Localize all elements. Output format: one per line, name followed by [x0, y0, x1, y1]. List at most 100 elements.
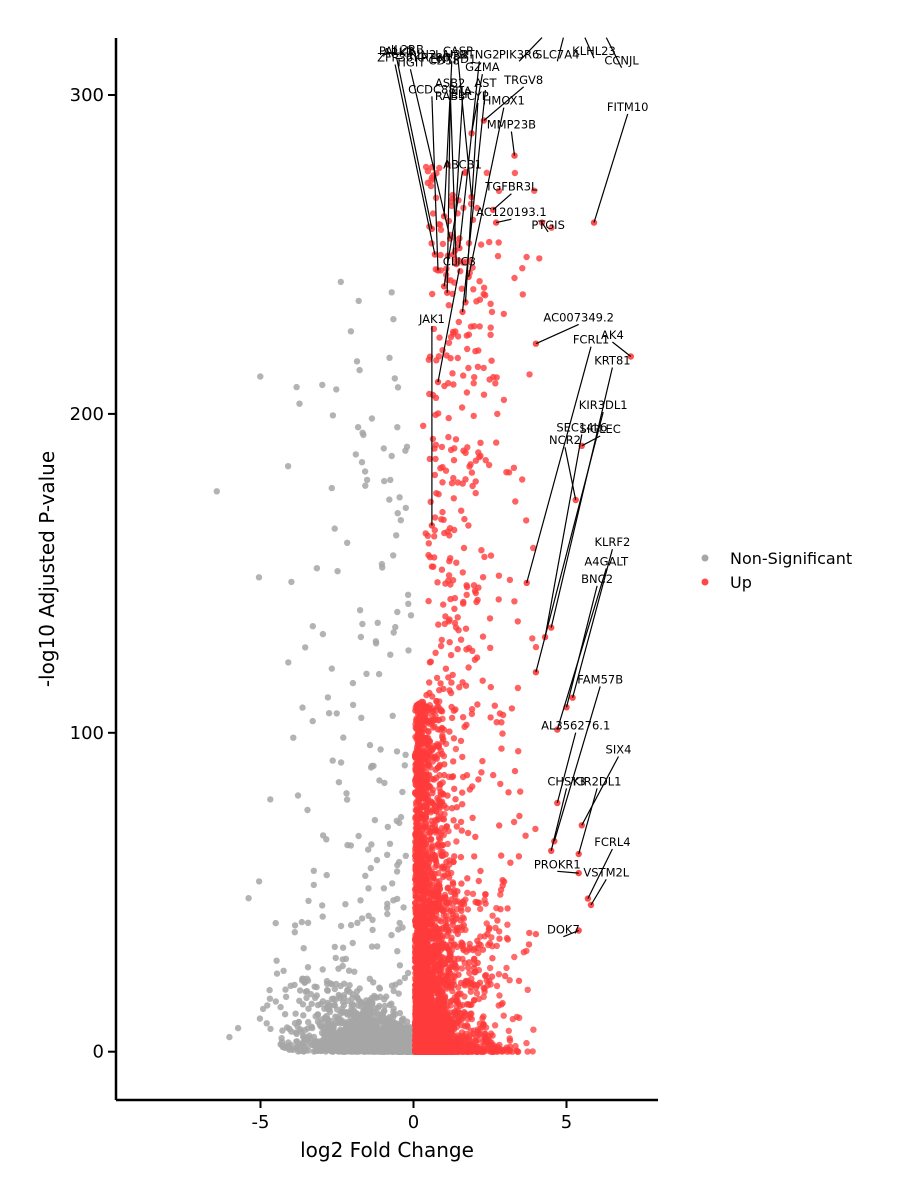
non-significant-point: [365, 1010, 373, 1017]
non-significant-point: [213, 488, 220, 495]
non-significant-point: [296, 1047, 303, 1055]
up-point: [421, 786, 429, 793]
non-significant-point: [360, 1015, 368, 1023]
non-significant-point: [351, 968, 358, 975]
non-significant-point: [328, 484, 335, 492]
up-point: [416, 878, 423, 885]
non-significant-point: [401, 762, 408, 769]
non-significant-point: [357, 633, 365, 641]
non-significant-point: [349, 701, 357, 709]
non-significant-point: [395, 926, 402, 933]
non-significant-point: [284, 463, 292, 470]
non-significant-point: [391, 1038, 398, 1045]
up-point: [426, 718, 433, 725]
non-significant-point: [255, 574, 263, 581]
non-significant-point: [394, 424, 401, 431]
non-significant-point: [321, 1005, 328, 1012]
non-significant-point: [266, 986, 273, 994]
up-point: [414, 923, 421, 930]
non-significant-point: [402, 447, 409, 454]
up-point: [412, 899, 419, 907]
non-significant-point: [313, 983, 320, 991]
non-significant-point: [305, 1005, 312, 1012]
non-significant-point: [339, 956, 346, 963]
non-significant-point: [288, 578, 295, 586]
non-significant-point: [402, 504, 409, 512]
non-significant-point: [326, 1001, 333, 1008]
non-significant-point: [291, 929, 298, 936]
non-significant-point: [335, 1048, 342, 1055]
non-significant-point: [394, 384, 402, 391]
up-point: [427, 836, 435, 843]
non-significant-point: [371, 1048, 378, 1055]
non-significant-point: [376, 1047, 383, 1055]
non-significant-point: [333, 386, 340, 393]
non-significant-point: [278, 1035, 285, 1042]
non-significant-point: [353, 1045, 361, 1052]
non-significant-point: [357, 897, 364, 904]
non-significant-point: [357, 1038, 364, 1045]
non-significant-point: [293, 1030, 300, 1038]
non-significant-point: [279, 1027, 286, 1034]
non-significant-point: [360, 431, 367, 439]
non-significant-point: [380, 1007, 388, 1015]
non-significant-point: [295, 1018, 302, 1026]
non-significant-point: [328, 665, 335, 672]
non-significant-point: [402, 852, 409, 859]
non-significant-point: [393, 748, 401, 755]
non-significant-point: [337, 759, 345, 766]
non-significant-point: [358, 1033, 366, 1040]
non-significant-point: [347, 842, 355, 849]
non-significant-point: [327, 980, 334, 987]
non-significant-point: [328, 995, 336, 1003]
non-significant-point: [329, 1036, 336, 1043]
non-significant-point: [363, 476, 371, 484]
non-significant-point: [304, 806, 311, 814]
non-significant-point: [405, 600, 412, 607]
non-significant-point: [353, 358, 361, 365]
non-significant-point: [393, 532, 400, 539]
up-point: [424, 761, 431, 769]
non-significant-point: [342, 1047, 349, 1055]
non-significant-point: [337, 994, 344, 1002]
up-point: [433, 698, 440, 705]
non-significant-point: [402, 751, 409, 758]
non-significant-point: [375, 670, 383, 678]
non-significant-point: [361, 468, 369, 475]
non-significant-point: [358, 714, 365, 721]
non-significant-point: [341, 980, 348, 987]
non-significant-point: [399, 788, 406, 796]
non-significant-point: [331, 943, 338, 951]
non-significant-point: [366, 741, 374, 749]
up-point: [413, 914, 420, 922]
non-significant-point: [370, 1018, 377, 1026]
up-point: [419, 765, 426, 773]
up-point: [452, 745, 460, 753]
non-significant-point: [398, 1016, 406, 1024]
non-significant-point: [396, 919, 403, 927]
non-significant-point: [391, 375, 398, 382]
non-significant-point: [404, 1048, 412, 1055]
non-significant-point: [395, 990, 402, 997]
non-significant-point: [358, 459, 366, 466]
up-point: [418, 862, 425, 869]
non-significant-point: [337, 278, 344, 286]
non-significant-point: [282, 993, 290, 1000]
non-significant-point: [321, 1039, 328, 1046]
non-significant-point: [299, 704, 306, 711]
up-point: [413, 931, 421, 938]
non-significant-point: [386, 354, 393, 361]
non-significant-point: [377, 746, 384, 753]
non-significant-point: [386, 496, 393, 503]
non-significant-point: [354, 424, 362, 431]
non-significant-point: [376, 1002, 383, 1010]
non-significant-point: [337, 922, 345, 930]
non-significant-point: [357, 1003, 364, 1010]
non-significant-point: [303, 994, 310, 1002]
non-significant-point: [388, 982, 396, 989]
non-significant-point: [382, 1033, 389, 1041]
non-significant-point: [315, 1038, 322, 1045]
non-significant-point: [384, 851, 391, 858]
non-significant-point: [388, 931, 395, 939]
non-significant-point: [340, 1018, 347, 1025]
